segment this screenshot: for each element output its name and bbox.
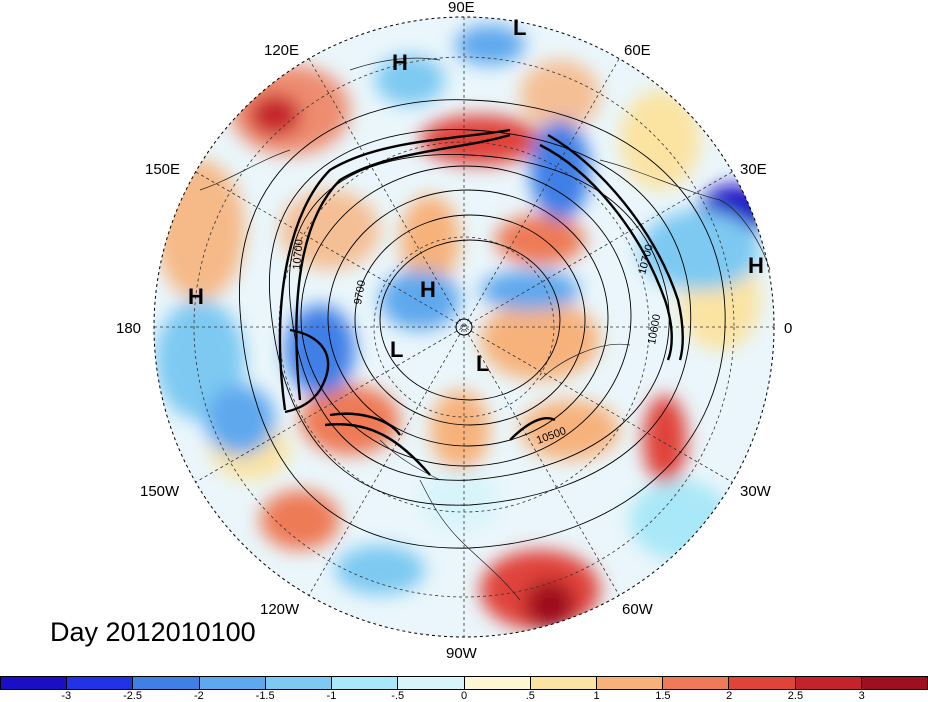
colorbar-tick-label: -.5 [391,690,405,702]
colorbar-segment [398,677,465,689]
colorbar-tick-label: -1 [326,690,337,702]
coastlines [199,57,771,601]
lon-label-180: 180 [116,320,141,337]
colorbar-segment [67,677,134,689]
lon-label-120e: 120E [264,42,299,59]
lon-label-150e: 150E [145,161,180,178]
colorbar-segment [795,677,862,689]
lon-label-30w: 30W [740,483,772,500]
colorbar [0,676,928,690]
height-contours [239,99,726,549]
pressure-center-high: H [420,277,436,302]
anomaly-field [154,17,774,637]
pressure-center-high: H [188,284,204,309]
colorbar-tick-label: .5 [525,690,535,702]
colorbar-tick-label: -3 [61,690,72,702]
colorbar-segment [464,677,531,689]
lon-label-60w: 60W [622,601,654,618]
contour-label: 9700 [352,279,368,305]
colorbar-segment [663,677,730,689]
colorbar-tick-label: 2.5 [787,690,804,702]
contour-label: 10600 [646,313,663,345]
colorbar-segment [332,677,399,689]
contour-label: 10700 [291,239,306,271]
lon-label-60e: 60E [624,42,651,59]
colorbar-tick-label: -1.5 [255,690,275,702]
lon-label-30e: 30E [740,161,767,178]
pressure-center-low: L [476,351,489,376]
map-border [153,16,775,638]
pressure-center-low: L [390,337,403,362]
colorbar-tick-label: -2.5 [123,690,143,702]
colorbar-labels: -3 -2.5 -2 -1.5 -1 -.5 0 .5 1 1.5 2 2.5 3 [0,690,928,702]
colorbar-tick-label: 0 [460,690,468,702]
colorbar-segment [199,677,266,689]
pressure-center-low: L [513,15,526,40]
lon-label-120w: 120W [260,601,300,618]
day-title: Day 2012010100 [50,617,256,647]
colorbar-tick-label: 2 [726,690,733,702]
colorbar-tick-label: -2 [193,690,204,702]
pressure-center-high: H [748,253,764,278]
colorbar-segment [133,677,200,689]
pressure-center-high: H [392,50,408,75]
colorbar-segment [530,677,597,689]
colorbar-tick-label: 3 [858,690,865,702]
colorbar-segment [265,677,333,689]
colorbar-segment [861,677,928,689]
lon-label-90e: 90E [448,0,475,16]
colorbar-segment [1,677,68,689]
colorbar-tick-label: 1 [593,690,600,702]
north-pole-marker [455,318,473,336]
lon-label-150w: 150W [140,483,180,500]
jet-contours [278,128,684,476]
lon-label-0: 0 [784,320,792,337]
colorbar-segment [596,677,664,689]
colorbar-segment [729,677,796,689]
colorbar-tick-label: 1.5 [655,690,671,702]
lon-label-90w: 90W [446,645,478,662]
